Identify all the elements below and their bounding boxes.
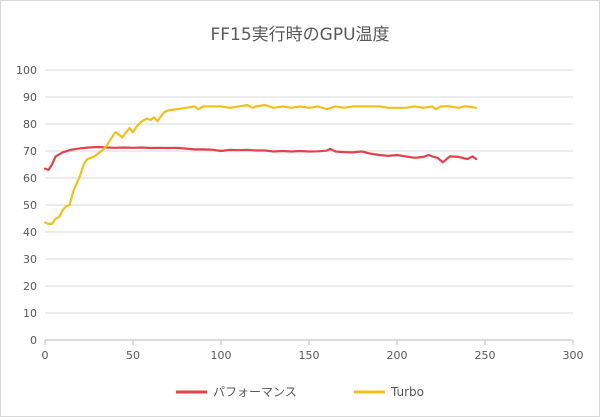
x-tick-label-0: 0 bbox=[42, 349, 49, 362]
gridlines bbox=[45, 69, 573, 314]
y-tick-label-80: 80 bbox=[23, 118, 37, 131]
legend: パフォーマンス Turbo bbox=[176, 385, 424, 399]
y-tick-label-50: 50 bbox=[23, 199, 37, 212]
y-tick-labels: 0 10 20 30 40 50 60 70 80 90 100 bbox=[16, 64, 37, 347]
y-tick-label-70: 70 bbox=[23, 145, 37, 158]
series-line-turbo bbox=[43, 104, 478, 225]
y-tick-label-40: 40 bbox=[23, 226, 37, 239]
y-tick-label-10: 10 bbox=[23, 307, 37, 320]
y-tick-label-0: 0 bbox=[30, 334, 37, 347]
x-tick-label-150: 150 bbox=[299, 349, 320, 362]
y-tick-label-100: 100 bbox=[16, 64, 37, 77]
series-line-performance bbox=[43, 145, 478, 171]
legend-label-turbo: Turbo bbox=[390, 385, 424, 399]
x-tick-labels: 0 50 100 150 200 250 300 bbox=[42, 349, 584, 362]
axes bbox=[44, 339, 574, 345]
y-tick-label-20: 20 bbox=[23, 280, 37, 293]
y-tick-label-90: 90 bbox=[23, 91, 37, 104]
legend-label-performance: パフォーマンス bbox=[213, 385, 297, 399]
x-tick-label-250: 250 bbox=[475, 349, 496, 362]
y-tick-label-60: 60 bbox=[23, 172, 37, 185]
y-tick-label-30: 30 bbox=[23, 253, 37, 266]
x-tick-label-100: 100 bbox=[211, 349, 232, 362]
x-tick-label-300: 300 bbox=[563, 349, 584, 362]
x-tick-label-50: 50 bbox=[126, 349, 140, 362]
x-tick-label-200: 200 bbox=[387, 349, 408, 362]
chart-title: FF15実行時のGPU温度 bbox=[210, 25, 389, 45]
series-lines bbox=[43, 104, 478, 225]
